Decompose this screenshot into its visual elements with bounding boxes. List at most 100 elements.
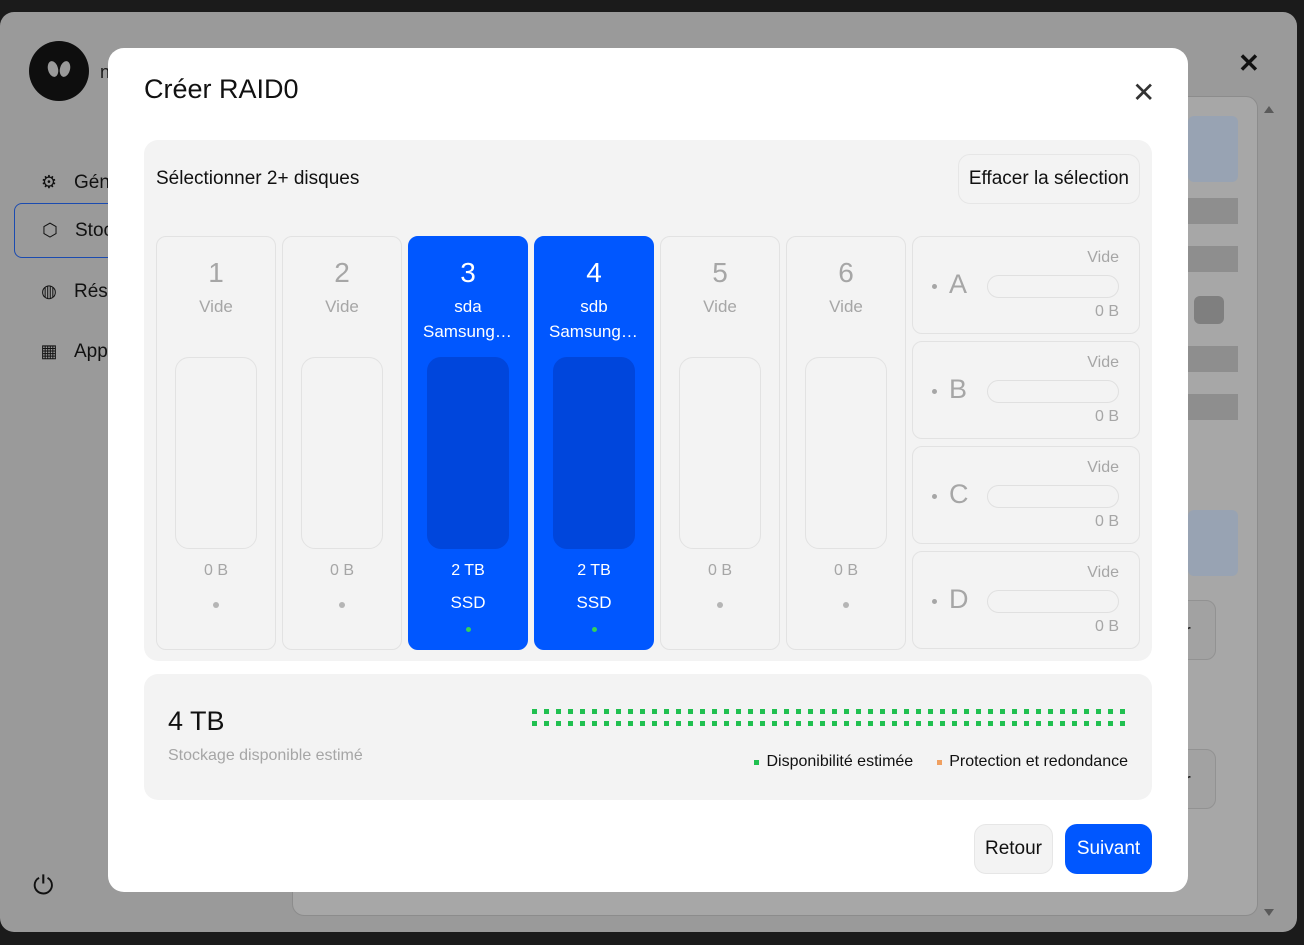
legend-swatch-available [754, 759, 760, 765]
capacity-dot [1108, 709, 1113, 714]
legend-label: Disponibilité estimée [766, 753, 914, 770]
m2-bay-c[interactable]: Vide C 0 B [912, 446, 1140, 544]
capacity-dot [1096, 709, 1101, 714]
status-dot [932, 284, 937, 289]
m2-bay-a[interactable]: Vide A 0 B [912, 236, 1140, 334]
capacity-dot [988, 709, 993, 714]
bay-type: SSD [450, 593, 486, 612]
m2-capacity: 0 B [1094, 513, 1119, 530]
capacity-dot [1036, 709, 1041, 714]
capacity-dot [700, 721, 705, 726]
scroll-down-icon[interactable] [1264, 909, 1274, 916]
capacity-dot [736, 721, 741, 726]
disk-slot [805, 357, 887, 549]
disk-slot [679, 357, 761, 549]
scrollbar[interactable] [1260, 96, 1280, 916]
legend-item-protection: Protection et redondance [937, 753, 1128, 771]
background-field [1188, 346, 1238, 372]
bay-number: 6 [838, 257, 854, 288]
capacity-dot [940, 721, 945, 726]
bay-capacity: 0 B [833, 562, 858, 579]
capacity-dot [1048, 709, 1053, 714]
scroll-up-icon[interactable] [1264, 106, 1274, 113]
gear-icon: ⚙ [40, 172, 58, 192]
capacity-dot [844, 709, 849, 714]
drive-bay-4[interactable]: 4 sdb Samsung SSD 2 TB SSD [534, 236, 654, 650]
drive-bay-3[interactable]: 3 sda Samsung SSD 2 TB SSD [408, 236, 528, 650]
capacity-dot [892, 721, 897, 726]
capacity-dot [1012, 709, 1017, 714]
drive-bay-6[interactable]: 6 Vide 0 B [786, 236, 906, 650]
capacity-dot [772, 721, 777, 726]
capacity-dot [952, 721, 957, 726]
background-field [1188, 394, 1238, 420]
avatar-eye-left [46, 59, 60, 79]
bay-model: Samsung SSD [549, 322, 653, 341]
clear-selection-button[interactable]: Effacer la sélection [957, 154, 1140, 204]
status-dot [717, 602, 723, 608]
bay-status: Vide [199, 297, 233, 316]
m2-letter: C [949, 479, 969, 509]
dialog-title: Créer RAID0 [144, 74, 299, 104]
capacity-dot [928, 721, 933, 726]
status-dot [213, 602, 219, 608]
capacity-dot [604, 709, 609, 714]
capacity-dot [904, 721, 909, 726]
capacity-dot [1084, 721, 1089, 726]
capacity-dot [868, 709, 873, 714]
capacity-dot [880, 709, 885, 714]
estimated-storage-label: Stockage disponible estimé [168, 747, 363, 764]
capacity-legend: Disponibilité estimée Protection et redo… [730, 753, 1128, 771]
capacity-dot [868, 721, 873, 726]
capacity-dot [544, 709, 549, 714]
capacity-dot [544, 721, 549, 726]
next-button[interactable]: Suivant [1065, 824, 1152, 874]
drive-bay-5[interactable]: 5 Vide 0 B [660, 236, 780, 650]
capacity-dot [628, 709, 633, 714]
m2-capacity: 0 B [1094, 303, 1119, 320]
app-close-icon[interactable]: ✕ [1238, 48, 1260, 78]
power-icon[interactable]: ⏻ [33, 870, 54, 900]
capacity-dot [784, 721, 789, 726]
bay-status: sda [454, 297, 482, 316]
capacity-dot [688, 709, 693, 714]
capacity-dot [880, 721, 885, 726]
capacity-dot [964, 721, 969, 726]
close-icon[interactable]: ✕ [1132, 77, 1156, 108]
drive-bay-2[interactable]: 2 Vide 0 B [282, 236, 402, 650]
back-button[interactable]: Retour [974, 824, 1053, 874]
m2-letter: D [949, 584, 969, 614]
m2-bay-d[interactable]: Vide D 0 B [912, 551, 1140, 649]
estimated-storage-value: 4 TB [168, 706, 225, 736]
capacity-dot-bar [532, 709, 1128, 727]
capacity-dot [1108, 721, 1113, 726]
bay-capacity: 2 TB [577, 562, 611, 579]
capacity-dot [748, 721, 753, 726]
m2-letter: B [949, 374, 968, 404]
capacity-dot [904, 709, 909, 714]
capacity-dot [1060, 709, 1065, 714]
m2-status: Vide [1087, 564, 1119, 581]
capacity-dot [760, 721, 765, 726]
capacity-dot [772, 709, 777, 714]
m2-status: Vide [1087, 249, 1119, 266]
capacity-dot [1000, 709, 1005, 714]
m2-capacity: 0 B [1094, 408, 1119, 425]
background-card [1188, 510, 1238, 576]
capacity-dot [604, 721, 609, 726]
bay-number: 5 [712, 257, 728, 288]
legend-item-available: Disponibilité estimée [754, 753, 913, 771]
bay-capacity: 0 B [329, 562, 354, 579]
capacity-dot [832, 721, 837, 726]
m2-bay-b[interactable]: Vide B 0 B [912, 341, 1140, 439]
avatar[interactable] [29, 41, 89, 101]
drive-bay-1[interactable]: 1 Vide 0 B [156, 236, 276, 650]
background-field [1188, 198, 1238, 224]
capacity-dot [796, 721, 801, 726]
storage-summary: 4 TB Stockage disponible estimé Disponib… [144, 674, 1152, 800]
capacity-dot [736, 709, 741, 714]
capacity-dot [1024, 709, 1029, 714]
capacity-dot [928, 709, 933, 714]
capacity-dot [676, 721, 681, 726]
capacity-dot [628, 721, 633, 726]
